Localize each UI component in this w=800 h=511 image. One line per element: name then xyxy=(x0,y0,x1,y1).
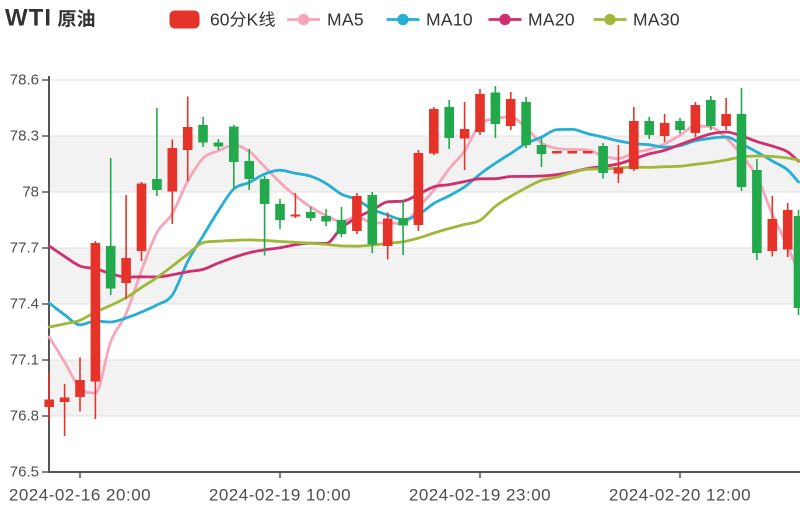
svg-text:MA30: MA30 xyxy=(633,10,680,30)
svg-text:77.4: 77.4 xyxy=(10,296,39,313)
svg-text:77.7: 77.7 xyxy=(10,240,39,257)
svg-text:K: K xyxy=(247,10,259,30)
svg-text:78.3: 78.3 xyxy=(10,128,39,145)
svg-text:2024-02-20 12:00: 2024-02-20 12:00 xyxy=(609,486,751,505)
svg-text:2024-02-19 10:00: 2024-02-19 10:00 xyxy=(209,486,351,505)
svg-text:76.5: 76.5 xyxy=(10,464,39,481)
svg-text:MA20: MA20 xyxy=(528,10,575,30)
svg-text:77.1: 77.1 xyxy=(10,352,39,369)
svg-text:78.6: 78.6 xyxy=(10,72,39,89)
svg-text:2024-02-19 23:00: 2024-02-19 23:00 xyxy=(409,486,551,505)
svg-text:2024-02-16 20:00: 2024-02-16 20:00 xyxy=(9,486,151,505)
svg-text:78: 78 xyxy=(22,184,39,201)
svg-text:MA10: MA10 xyxy=(426,10,473,30)
svg-text:76.8: 76.8 xyxy=(10,408,39,425)
svg-text:60: 60 xyxy=(210,10,230,30)
svg-text:WTI: WTI xyxy=(5,5,52,32)
svg-text:MA5: MA5 xyxy=(327,10,364,30)
